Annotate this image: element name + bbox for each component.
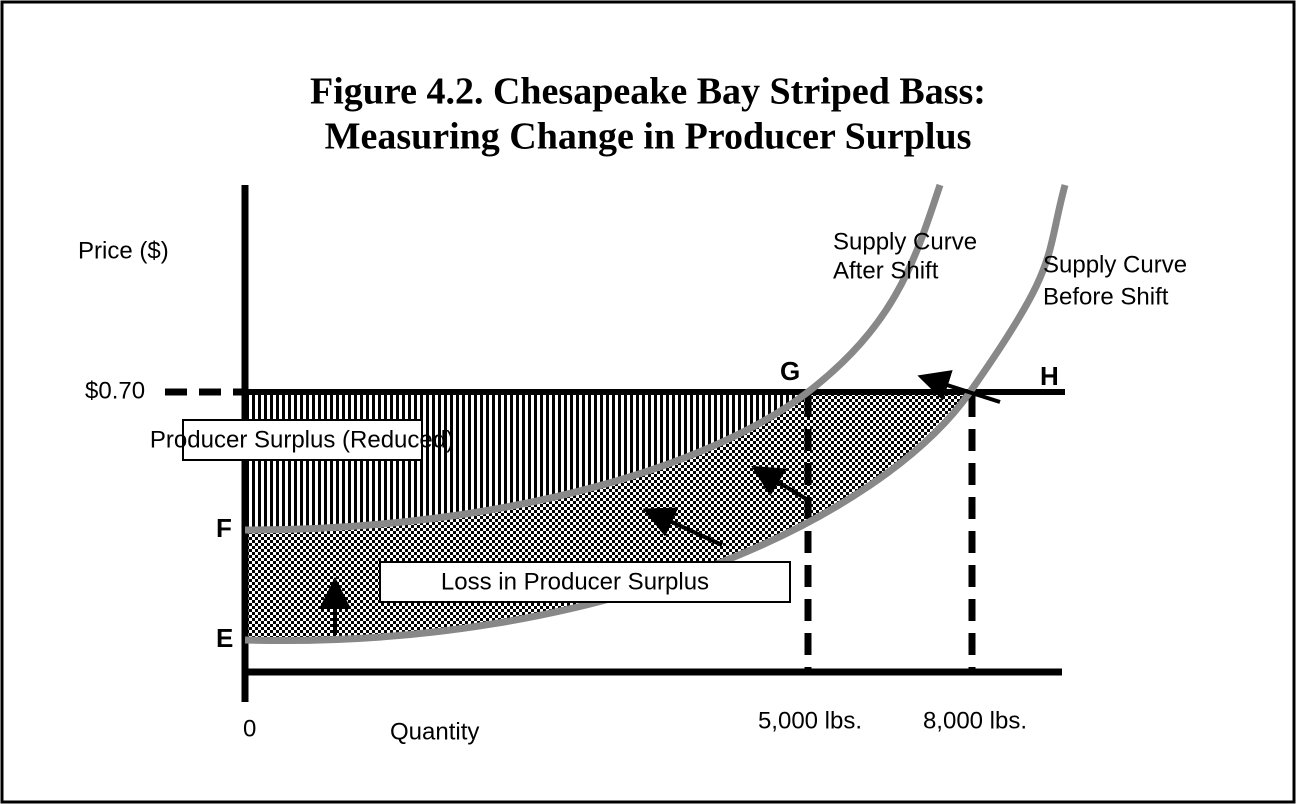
arrow: [642, 507, 723, 547]
curve-label: Supply Curve: [1043, 251, 1187, 278]
label-box: [182, 419, 423, 461]
arrow: [751, 465, 810, 502]
supply-after: [244, 183, 944, 534]
title-line: Measuring Change in Producer Surplus: [325, 116, 972, 158]
curve-label: Supply Curve: [833, 228, 977, 255]
x-axis-label: Quantity: [390, 718, 479, 745]
origin-label: 0: [243, 715, 256, 742]
curve-label: After Shift: [833, 257, 939, 284]
shift-arrow: [917, 370, 1001, 404]
point-label: E: [216, 623, 233, 653]
supply-before: [244, 184, 1069, 645]
point-label: G: [780, 356, 800, 386]
curve-label: Before Shift: [1043, 283, 1169, 310]
box-label: Loss in Producer Surplus: [441, 568, 709, 595]
point-label: H: [1040, 361, 1059, 391]
box-label: Producer Surplus (Reduced): [150, 426, 454, 453]
point-label: F: [216, 513, 232, 543]
price-label: $0.70: [85, 377, 145, 404]
title-line: Figure 4.2. Chesapeake Bay Striped Bass:: [310, 71, 986, 113]
quantity-label: 5,000 lbs.: [758, 707, 862, 734]
quantity-label: 8,000 lbs.: [923, 707, 1027, 734]
y-axis-label: Price ($): [78, 237, 169, 264]
label-box: [379, 561, 791, 603]
